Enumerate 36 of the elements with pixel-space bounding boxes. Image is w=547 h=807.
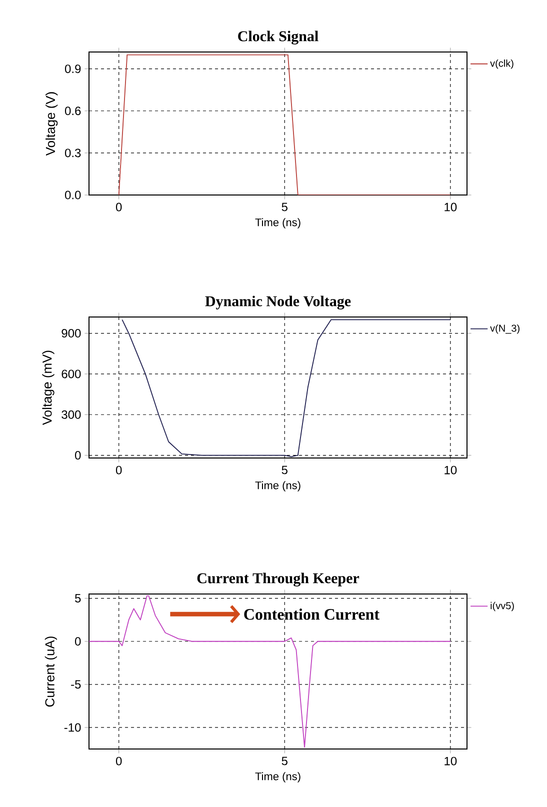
x-axis-title: Time (ns)	[255, 772, 300, 782]
y-tick-label: 0.9	[64, 64, 81, 74]
y-axis-title: Voltage (V)	[46, 92, 58, 156]
x-tick-label: 0	[116, 756, 122, 766]
x-tick-label: 5	[282, 202, 288, 212]
y-axis-title: Current (uA)	[44, 636, 57, 707]
x-axis-title: Time (ns)	[255, 481, 300, 492]
y-tick-label: -10	[64, 723, 81, 732]
x-tick-label: 10	[444, 466, 457, 474]
y-tick-label: 0.6	[64, 106, 81, 116]
chart-title: Dynamic Node Voltage	[205, 296, 351, 310]
legend-label: i(vv5)	[490, 602, 514, 612]
x-tick-label: 5	[282, 756, 288, 766]
x-tick-label: 10	[444, 202, 457, 212]
y-tick-label: 600	[62, 370, 81, 378]
y-tick-label: 300	[62, 410, 81, 419]
line-series	[89, 595, 451, 748]
x-tick-label: 0	[116, 466, 122, 474]
legend-label: v(clk)	[490, 59, 514, 69]
y-tick-label: 5	[75, 594, 81, 602]
x-tick-label: 0	[116, 202, 122, 212]
annotation: Contention Current	[244, 608, 380, 620]
y-tick-label: 0	[74, 451, 81, 460]
y-axis-title: Voltage (mV)	[42, 350, 54, 426]
y-tick-label: 0	[74, 637, 81, 646]
legend-label: v(N_3)	[490, 324, 520, 334]
y-tick-label: 900	[62, 329, 81, 338]
x-tick-label: 10	[444, 756, 457, 766]
x-tick-label: 5	[282, 466, 288, 474]
y-tick-label: 0.3	[64, 148, 81, 158]
chart-title: Clock Signal	[238, 30, 318, 44]
line-series	[122, 319, 451, 458]
y-tick-label: 0.0	[64, 190, 81, 200]
y-tick-label: -5	[71, 680, 81, 689]
x-axis-title: Time (ns)	[255, 218, 300, 228]
chart-title: Current Through Keeper	[197, 572, 360, 586]
